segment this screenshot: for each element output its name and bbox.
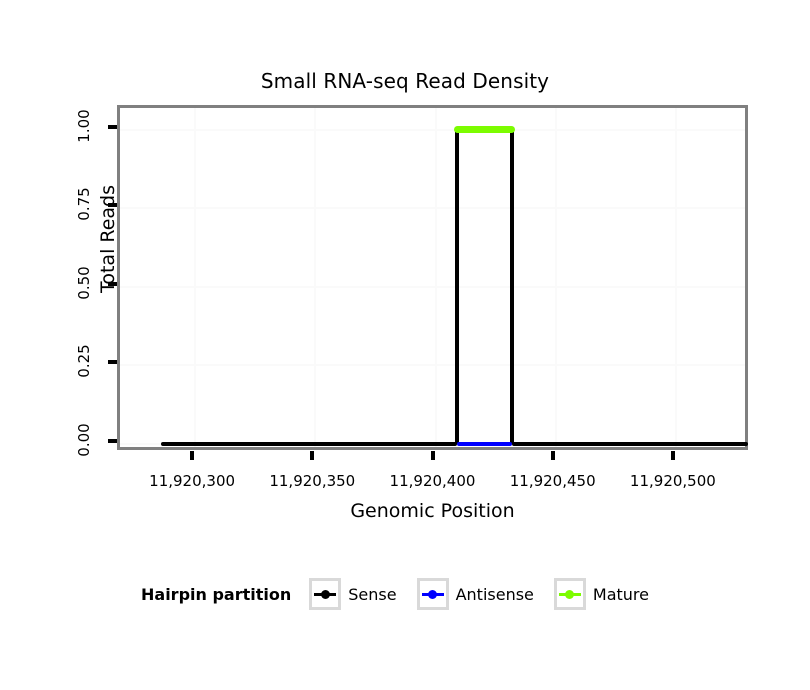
y-axis-tick-label: 1.00 xyxy=(75,109,93,143)
series-antisense-segment xyxy=(457,441,513,446)
plot-panel xyxy=(117,105,748,450)
series-sense-segment xyxy=(512,441,748,446)
x-axis-tick-mark xyxy=(430,451,435,460)
legend-key-antisense-icon xyxy=(416,578,449,610)
x-axis-tick-label: 11,920,400 xyxy=(389,472,476,490)
x-axis-tick-mark xyxy=(190,451,195,460)
legend-item-antisense[interactable]: Antisense xyxy=(416,578,548,610)
legend-label: Sense xyxy=(348,584,397,604)
legend-label: Mature xyxy=(592,584,649,604)
y-axis-tick-label: 0.50 xyxy=(75,266,93,300)
series-sense-segment xyxy=(161,441,458,446)
gridline-vertical xyxy=(674,108,677,447)
y-axis-tick-mark xyxy=(108,281,117,286)
legend-key-dot xyxy=(320,589,330,599)
legend: Hairpin partition Sense Antisense Mature xyxy=(0,578,810,610)
gridline-horizontal xyxy=(120,285,745,288)
legend-label: Antisense xyxy=(455,584,534,604)
y-axis-tick-label: 0.25 xyxy=(75,344,93,378)
gridline-horizontal xyxy=(120,207,745,210)
x-axis-tick-mark xyxy=(670,451,675,460)
legend-title: Hairpin partition xyxy=(141,584,292,604)
series-mature-segment xyxy=(454,125,516,133)
y-axis-tick-mark xyxy=(108,124,117,129)
x-axis-tick-label: 11,920,350 xyxy=(269,472,356,490)
legend-key-sense-icon xyxy=(309,578,342,610)
y-axis-title: Total Reads xyxy=(97,184,119,294)
legend-key-dot xyxy=(565,589,575,599)
chart-title: Small RNA-seq Read Density xyxy=(260,69,550,93)
plot-area xyxy=(120,108,748,447)
x-axis-tick-label: 11,920,500 xyxy=(629,472,716,490)
x-axis-tick-mark xyxy=(310,451,315,460)
y-axis-tick-label: 0.75 xyxy=(75,187,93,221)
legend-items: Sense Antisense Mature xyxy=(309,578,669,610)
series-sense-segment xyxy=(455,129,460,444)
gridline-vertical xyxy=(194,108,197,447)
legend-key-dot xyxy=(428,589,438,599)
y-axis-tick-mark xyxy=(108,203,117,208)
gridline-horizontal xyxy=(120,364,745,367)
y-axis-tick-mark xyxy=(108,438,117,443)
x-axis-title: Genomic Position xyxy=(350,500,515,522)
y-axis-tick-mark xyxy=(108,360,117,365)
y-axis-tick-label: 0.00 xyxy=(75,423,93,457)
x-axis-tick-label: 11,920,300 xyxy=(149,472,236,490)
x-axis-tick-label: 11,920,450 xyxy=(509,472,596,490)
gridline-vertical xyxy=(554,108,557,447)
series-sense-segment xyxy=(510,129,515,444)
legend-item-sense[interactable]: Sense xyxy=(309,578,410,610)
gridline-vertical xyxy=(314,108,317,447)
legend-item-mature[interactable]: Mature xyxy=(553,578,663,610)
x-axis-tick-mark xyxy=(550,451,555,460)
gridline-vertical xyxy=(434,108,437,447)
gridline-horizontal xyxy=(120,128,745,131)
legend-key-mature-icon xyxy=(553,578,586,610)
